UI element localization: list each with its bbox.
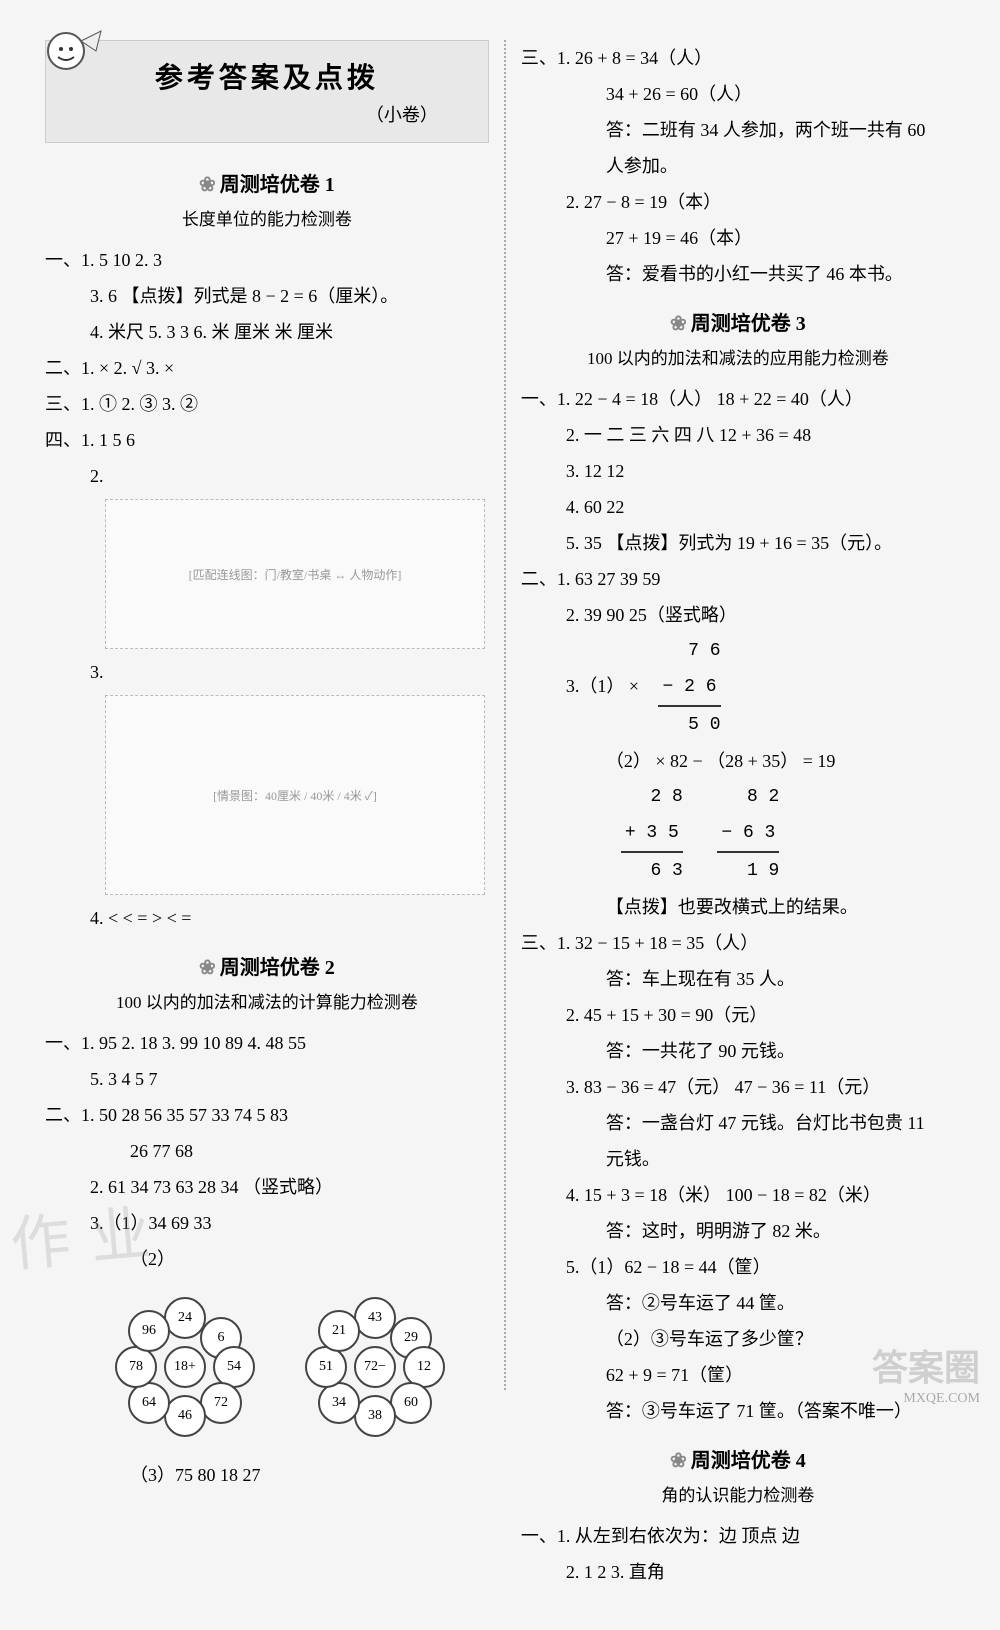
- answer-line: 3. 6 【点拨】列式是 8 − 2 = 6（厘米）。: [45, 278, 489, 314]
- test1-title: 周测培优卷 1: [45, 168, 489, 197]
- answer-line: 4. 15 + 3 = 18（米） 100 − 18 = 82（米）: [521, 1177, 955, 1213]
- left-column: 参考答案及点拨 （小卷） 周测培优卷 1 长度单位的能力检测卷 一、1. 5 1…: [30, 40, 504, 1590]
- test1-subtitle: 长度单位的能力检测卷: [45, 205, 489, 230]
- test2-title: 周测培优卷 2: [45, 951, 489, 980]
- matching-diagram: [匹配连线图：门/教室/书桌 ↔ 人物动作]: [105, 499, 485, 649]
- petal: 78: [115, 1346, 157, 1388]
- answer-line: 26 77 68: [45, 1133, 489, 1169]
- answer-line: 答：爱看书的小红一共买了 46 本书。: [521, 256, 955, 292]
- answer-line: 一、1. 95 2. 18 3. 99 10 89 4. 48 55: [45, 1025, 489, 1061]
- calc-row: 1 9: [717, 853, 779, 889]
- answer-line: 四、1. 1 5 6: [45, 422, 489, 458]
- answer-line: 27 + 19 = 46（本）: [521, 220, 955, 256]
- answer-line: 三、1. ① 2. ③ 3. ②: [45, 386, 489, 422]
- answer-line: 2.: [45, 458, 489, 494]
- answer-line: （2） × 82 − （28 + 35） = 19: [521, 743, 955, 779]
- answer-line: 【点拨】也要改横式上的结果。: [521, 889, 955, 925]
- watermark-bottom-right: 答案圈 MXQE.COM: [872, 1339, 980, 1407]
- mascot-icon: [36, 21, 116, 101]
- header-title: 参考答案及点拨: [66, 56, 468, 96]
- scene-diagram: [情景图：40厘米 / 40米 / 4米 ✓]: [105, 695, 485, 895]
- answer-line: 2. 一 二 三 六 四 八 12 + 36 = 48: [521, 417, 955, 453]
- petal: 21: [318, 1310, 360, 1352]
- answer-line: 答：一盏台灯 47 元钱。台灯比书包贵 11: [521, 1105, 955, 1141]
- answer-line: 元钱。: [521, 1141, 955, 1177]
- watermark-url: MXQE.COM: [872, 1391, 980, 1407]
- calc-row: 8 2: [717, 779, 779, 815]
- calc-row: 2 8: [621, 779, 683, 815]
- answer-line: 2 8 + 3 5 6 3 8 2 − 6 3 1 9: [521, 779, 955, 889]
- test4-subtitle: 角的认识能力检测卷: [521, 1481, 955, 1506]
- answer-line: 3.（1） × 7 6 − 2 6 5 0: [521, 633, 955, 743]
- answer-line: 2. 1 2 3. 直角: [521, 1554, 955, 1590]
- petal: 34: [318, 1382, 360, 1424]
- answer-line: （3）75 80 18 27: [45, 1457, 489, 1493]
- answer-line: 答：车上现在有 35 人。: [521, 961, 955, 997]
- answer-line: 4. < < = > < =: [45, 900, 489, 936]
- answer-line: 一、1. 5 10 2. 3: [45, 242, 489, 278]
- calc-row: 7 6: [658, 633, 720, 669]
- answer-line: 答：一共花了 90 元钱。: [521, 1033, 955, 1069]
- flower-center: 18+: [164, 1346, 206, 1388]
- header-box: 参考答案及点拨 （小卷）: [45, 40, 489, 143]
- watermark-left: 作业: [7, 1183, 174, 1284]
- petal: 72: [200, 1382, 242, 1424]
- vertical-calc: 2 8 + 3 5 6 3: [621, 779, 683, 889]
- petal: 60: [390, 1382, 432, 1424]
- petal: 51: [305, 1346, 347, 1388]
- calc-row: + 3 5: [621, 815, 683, 853]
- flower-diagram: 18+ 24 6 54 72 46 64 78 96 72− 43 29 12 …: [105, 1287, 489, 1447]
- answer-line: 二、1. 63 27 39 59: [521, 561, 955, 597]
- test2-subtitle: 100 以内的加法和减法的计算能力检测卷: [45, 988, 489, 1013]
- petal: 64: [128, 1382, 170, 1424]
- answer-line: 答：这时，明明游了 82 米。: [521, 1213, 955, 1249]
- petal: 38: [354, 1395, 396, 1437]
- answer-line: 3.: [45, 654, 489, 690]
- petal: 46: [164, 1395, 206, 1437]
- answer-line: 5.（1）62 − 18 = 44（筐）: [521, 1249, 955, 1285]
- answer-line: 答：②号车运了 44 筐。: [521, 1285, 955, 1321]
- answer-line: 5. 35 【点拨】列式为 19 + 16 = 35（元）。: [521, 525, 955, 561]
- answer-line: 5. 3 4 5 7: [45, 1061, 489, 1097]
- answer-line: 2. 27 − 8 = 19（本）: [521, 184, 955, 220]
- test4-title: 周测培优卷 4: [521, 1444, 955, 1473]
- calc-row: − 2 6: [658, 669, 720, 707]
- answer-line: 二、1. × 2. √ 3. ×: [45, 350, 489, 386]
- label: 3.（1） ×: [566, 676, 639, 696]
- answer-line: 3. 83 − 36 = 47（元） 47 − 36 = 11（元）: [521, 1069, 955, 1105]
- flower-center: 72−: [354, 1346, 396, 1388]
- petal: 96: [128, 1310, 170, 1352]
- flower-2: 72− 43 29 12 60 38 34 51 21: [295, 1287, 455, 1447]
- answer-line: 2. 45 + 15 + 30 = 90（元）: [521, 997, 955, 1033]
- answer-line: 三、1. 32 − 15 + 18 = 35（人）: [521, 925, 955, 961]
- answer-line: 2. 39 90 25（竖式略）: [521, 597, 955, 633]
- answer-line: 4. 米尺 5. 3 3 6. 米 厘米 米 厘米: [45, 314, 489, 350]
- answer-line: 34 + 26 = 60（人）: [521, 76, 955, 112]
- vertical-calc: 7 6 − 2 6 5 0: [658, 633, 720, 743]
- test3-title: 周测培优卷 3: [521, 307, 955, 336]
- answer-line: 3. 12 12: [521, 453, 955, 489]
- answer-line: 二、1. 50 28 56 35 57 33 74 5 83: [45, 1097, 489, 1133]
- calc-row: − 6 3: [717, 815, 779, 853]
- answer-line: 一、1. 22 − 4 = 18（人） 18 + 22 = 40（人）: [521, 381, 955, 417]
- test3-subtitle: 100 以内的加法和减法的应用能力检测卷: [521, 344, 955, 369]
- calc-row: 5 0: [658, 707, 720, 743]
- watermark-logo: 答案圈: [872, 1339, 980, 1391]
- answer-line: 4. 60 22: [521, 489, 955, 525]
- answer-line: 答：二班有 34 人参加，两个班一共有 60: [521, 112, 955, 148]
- flower-1: 18+ 24 6 54 72 46 64 78 96: [105, 1287, 265, 1447]
- answer-line: 一、1. 从左到右依次为：边 顶点 边: [521, 1518, 955, 1554]
- calc-row: 6 3: [621, 853, 683, 889]
- answer-line: 三、1. 26 + 8 = 34（人）: [521, 40, 955, 76]
- header-subtitle: （小卷）: [66, 101, 468, 127]
- vertical-calc: 8 2 − 6 3 1 9: [717, 779, 779, 889]
- answer-line: 人参加。: [521, 148, 955, 184]
